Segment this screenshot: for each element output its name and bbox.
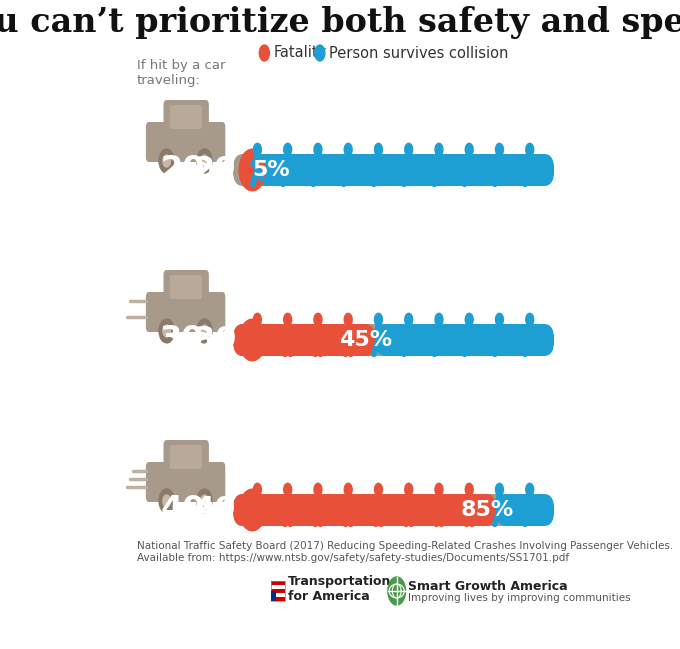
FancyBboxPatch shape	[496, 494, 554, 526]
Circle shape	[496, 484, 503, 496]
Circle shape	[197, 149, 212, 173]
Circle shape	[405, 143, 413, 156]
FancyBboxPatch shape	[170, 445, 202, 469]
Circle shape	[159, 149, 174, 173]
FancyBboxPatch shape	[146, 122, 225, 162]
Circle shape	[201, 495, 208, 507]
Circle shape	[405, 484, 413, 496]
Text: Transportation
for America: Transportation for America	[288, 574, 392, 604]
Text: 40: 40	[160, 495, 205, 526]
Circle shape	[159, 319, 174, 343]
Text: 45%: 45%	[339, 330, 392, 350]
FancyBboxPatch shape	[271, 589, 284, 593]
Circle shape	[239, 489, 265, 531]
Circle shape	[314, 143, 322, 156]
Circle shape	[201, 325, 208, 337]
FancyBboxPatch shape	[233, 324, 375, 356]
Circle shape	[465, 313, 473, 326]
FancyBboxPatch shape	[254, 154, 554, 186]
Circle shape	[435, 143, 443, 156]
Text: 85%: 85%	[460, 500, 513, 520]
Circle shape	[375, 143, 382, 156]
FancyBboxPatch shape	[233, 494, 496, 526]
Text: Improving lives by improving communities: Improving lives by improving communities	[408, 593, 631, 603]
FancyBboxPatch shape	[170, 105, 202, 129]
Circle shape	[254, 484, 261, 496]
Circle shape	[284, 143, 292, 156]
FancyBboxPatch shape	[375, 324, 554, 356]
Text: Smart Growth America: Smart Growth America	[408, 580, 568, 593]
Circle shape	[435, 484, 443, 496]
Circle shape	[435, 313, 443, 326]
FancyBboxPatch shape	[233, 154, 545, 186]
FancyBboxPatch shape	[271, 597, 284, 601]
Circle shape	[526, 143, 534, 156]
Text: 5%: 5%	[252, 160, 290, 180]
Circle shape	[197, 319, 212, 343]
Circle shape	[496, 143, 503, 156]
Text: MPH: MPH	[180, 161, 222, 179]
Circle shape	[254, 313, 261, 326]
FancyBboxPatch shape	[271, 581, 284, 585]
Circle shape	[465, 484, 473, 496]
Circle shape	[314, 484, 322, 496]
Text: If hit by a car
traveling:: If hit by a car traveling:	[137, 59, 226, 87]
Circle shape	[259, 45, 269, 61]
FancyBboxPatch shape	[233, 494, 545, 526]
Circle shape	[465, 143, 473, 156]
Text: National Traffic Safety Board (2017) Reducing Speeding-Related Crashes Involving: National Traffic Safety Board (2017) Red…	[137, 541, 673, 563]
FancyBboxPatch shape	[271, 591, 276, 601]
Circle shape	[163, 325, 171, 337]
FancyBboxPatch shape	[271, 585, 284, 589]
Circle shape	[159, 489, 174, 513]
Circle shape	[375, 313, 382, 326]
Circle shape	[314, 313, 322, 326]
FancyBboxPatch shape	[271, 593, 284, 597]
Circle shape	[526, 313, 534, 326]
Circle shape	[239, 149, 265, 191]
FancyBboxPatch shape	[170, 275, 202, 299]
Text: 40: 40	[194, 495, 236, 524]
FancyBboxPatch shape	[163, 270, 209, 304]
Circle shape	[239, 319, 265, 361]
Circle shape	[388, 577, 405, 605]
FancyBboxPatch shape	[233, 324, 545, 356]
Circle shape	[201, 155, 208, 167]
Circle shape	[405, 313, 413, 326]
Text: 30: 30	[160, 324, 205, 356]
FancyBboxPatch shape	[146, 292, 225, 332]
Text: 30: 30	[194, 326, 236, 354]
Circle shape	[344, 313, 352, 326]
Circle shape	[284, 484, 292, 496]
Text: MPH: MPH	[180, 331, 222, 349]
Circle shape	[197, 489, 212, 513]
Text: MPH: MPH	[180, 501, 222, 519]
Text: Person survives collision: Person survives collision	[328, 45, 508, 60]
Text: 20: 20	[194, 156, 236, 184]
Circle shape	[315, 45, 325, 61]
FancyBboxPatch shape	[163, 100, 209, 134]
Circle shape	[284, 313, 292, 326]
Circle shape	[526, 484, 534, 496]
Circle shape	[496, 313, 503, 326]
FancyBboxPatch shape	[163, 440, 209, 474]
Text: Fatality: Fatality	[273, 45, 326, 60]
Circle shape	[344, 484, 352, 496]
Circle shape	[375, 484, 382, 496]
FancyBboxPatch shape	[146, 462, 225, 502]
Circle shape	[254, 143, 261, 156]
Text: You can’t prioritize both safety and speed: You can’t prioritize both safety and spe…	[0, 6, 680, 39]
Circle shape	[344, 143, 352, 156]
Circle shape	[163, 155, 171, 167]
Circle shape	[163, 495, 171, 507]
Text: 20: 20	[160, 154, 205, 186]
